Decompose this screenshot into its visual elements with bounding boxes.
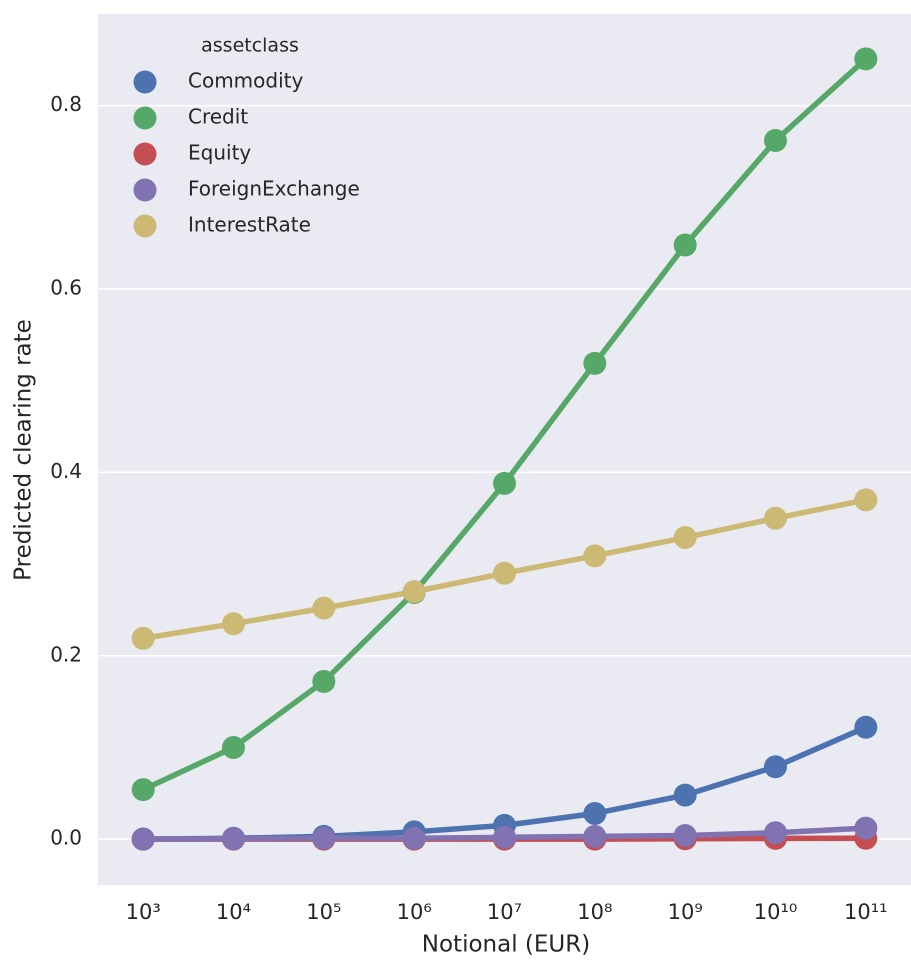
- x-tick-label: 10⁵: [306, 900, 341, 924]
- point: [673, 526, 697, 550]
- point: [673, 233, 697, 257]
- point: [493, 471, 516, 495]
- x-tick-label: 10⁹: [668, 900, 703, 924]
- legend-marker: [133, 214, 157, 238]
- legend-label: ForeignExchange: [188, 177, 360, 201]
- y-tick-label: 0.4: [50, 459, 82, 483]
- x-tick-label: 10¹⁰: [754, 900, 798, 924]
- point: [854, 816, 878, 840]
- y-axis-label: Predicted clearing rate: [11, 319, 37, 581]
- point: [854, 488, 878, 512]
- x-tick-label: 10⁴: [216, 900, 251, 924]
- point: [854, 715, 878, 739]
- point: [312, 596, 336, 620]
- x-tick-label: 10¹¹: [844, 900, 888, 924]
- legend-title: assetclass: [201, 35, 299, 57]
- y-tick-label: 0.8: [50, 92, 82, 116]
- x-tick-label: 10⁸: [577, 900, 612, 924]
- point: [764, 821, 787, 845]
- point: [402, 826, 426, 850]
- point: [131, 626, 155, 650]
- y-tick-label: 0.2: [50, 642, 82, 666]
- point: [493, 825, 516, 849]
- point: [493, 561, 516, 585]
- point: [764, 755, 787, 779]
- x-tick-label: 10⁷: [487, 900, 522, 924]
- point: [854, 47, 878, 71]
- x-axis-label: Notional (EUR): [422, 932, 590, 958]
- point: [583, 801, 607, 825]
- y-tick-label: 0.6: [50, 276, 82, 300]
- x-tick-label: 10³: [126, 900, 161, 924]
- legend-marker: [133, 178, 157, 202]
- legend-label: Credit: [188, 105, 248, 129]
- point: [673, 783, 697, 807]
- point: [222, 612, 245, 636]
- point: [131, 778, 155, 802]
- legend-label: Equity: [188, 141, 251, 165]
- legend-marker: [133, 106, 157, 130]
- point: [583, 824, 607, 848]
- point: [312, 826, 336, 850]
- point: [222, 827, 245, 851]
- point: [222, 735, 245, 759]
- point: [312, 669, 336, 693]
- point: [131, 827, 155, 851]
- legend-label: Commodity: [188, 69, 303, 93]
- point: [673, 823, 697, 847]
- legend-label: InterestRate: [188, 213, 311, 237]
- point: [764, 129, 787, 153]
- y-tick-label: 0.0: [50, 826, 82, 850]
- point: [583, 351, 607, 375]
- point: [402, 580, 426, 604]
- x-tick-label: 10⁶: [397, 900, 432, 924]
- point: [583, 544, 607, 568]
- legend-marker: [133, 70, 157, 94]
- legend-marker: [133, 142, 157, 166]
- point: [764, 506, 787, 530]
